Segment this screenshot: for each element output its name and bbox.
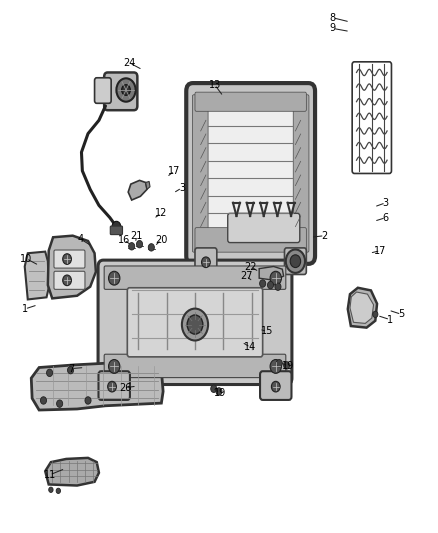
Circle shape <box>85 397 91 404</box>
FancyBboxPatch shape <box>195 92 306 111</box>
Text: 5: 5 <box>399 309 405 319</box>
Text: 27: 27 <box>240 271 252 281</box>
Circle shape <box>260 280 266 287</box>
Text: 8: 8 <box>329 13 336 23</box>
Circle shape <box>270 271 282 285</box>
Circle shape <box>117 78 136 102</box>
Circle shape <box>63 254 71 264</box>
Text: 16: 16 <box>118 235 130 245</box>
Circle shape <box>373 311 378 318</box>
Circle shape <box>284 362 290 369</box>
Circle shape <box>290 255 300 268</box>
FancyBboxPatch shape <box>98 260 292 384</box>
FancyBboxPatch shape <box>104 72 138 110</box>
Circle shape <box>109 271 120 285</box>
Text: 6: 6 <box>383 213 389 223</box>
Text: 24: 24 <box>124 58 136 68</box>
FancyBboxPatch shape <box>195 228 306 252</box>
FancyBboxPatch shape <box>127 288 263 357</box>
Text: 7: 7 <box>68 364 74 374</box>
Circle shape <box>67 367 74 374</box>
Text: 17: 17 <box>168 166 180 176</box>
Text: 1: 1 <box>387 314 393 325</box>
Text: 2: 2 <box>321 231 328 241</box>
Polygon shape <box>146 181 150 189</box>
FancyBboxPatch shape <box>104 266 286 289</box>
FancyBboxPatch shape <box>99 371 130 400</box>
FancyBboxPatch shape <box>293 95 309 252</box>
Text: 15: 15 <box>261 326 273 336</box>
Circle shape <box>40 397 46 404</box>
Circle shape <box>270 360 282 373</box>
FancyBboxPatch shape <box>228 213 300 243</box>
Text: 17: 17 <box>374 246 387 255</box>
Polygon shape <box>128 180 147 200</box>
Circle shape <box>216 387 222 395</box>
Polygon shape <box>48 236 96 298</box>
Text: 4: 4 <box>77 234 83 244</box>
FancyBboxPatch shape <box>186 83 315 264</box>
Text: 9: 9 <box>329 23 336 34</box>
Polygon shape <box>25 252 49 300</box>
Text: 26: 26 <box>119 383 131 393</box>
Circle shape <box>272 381 280 392</box>
Polygon shape <box>31 364 163 410</box>
Circle shape <box>122 85 131 95</box>
Circle shape <box>46 369 53 376</box>
Circle shape <box>109 360 120 373</box>
Circle shape <box>57 400 63 407</box>
Circle shape <box>275 283 281 290</box>
Circle shape <box>201 257 210 268</box>
Circle shape <box>112 221 121 232</box>
Polygon shape <box>350 292 374 324</box>
FancyBboxPatch shape <box>285 248 306 274</box>
Polygon shape <box>259 266 284 280</box>
Circle shape <box>276 360 283 367</box>
Circle shape <box>49 487 53 492</box>
Text: 12: 12 <box>155 208 168 219</box>
Text: 10: 10 <box>20 254 32 263</box>
Text: 21: 21 <box>131 231 143 241</box>
Circle shape <box>63 275 71 286</box>
FancyBboxPatch shape <box>54 250 85 268</box>
Text: 13: 13 <box>208 80 221 90</box>
FancyBboxPatch shape <box>195 248 217 274</box>
FancyBboxPatch shape <box>95 78 111 103</box>
Circle shape <box>268 281 274 289</box>
Circle shape <box>286 249 305 273</box>
Text: 1: 1 <box>21 304 28 314</box>
Text: 22: 22 <box>244 262 257 271</box>
Text: 14: 14 <box>244 342 257 352</box>
Text: 19: 19 <box>282 361 294 372</box>
Polygon shape <box>348 288 377 328</box>
Text: 19: 19 <box>214 388 226 398</box>
FancyBboxPatch shape <box>104 354 286 377</box>
Text: 3: 3 <box>383 198 389 208</box>
Text: 20: 20 <box>155 235 168 245</box>
FancyBboxPatch shape <box>204 109 297 230</box>
FancyBboxPatch shape <box>110 226 123 235</box>
Circle shape <box>148 244 154 251</box>
FancyBboxPatch shape <box>54 271 85 289</box>
Circle shape <box>129 243 135 250</box>
Circle shape <box>182 309 208 341</box>
Circle shape <box>137 240 143 248</box>
FancyBboxPatch shape <box>260 371 291 400</box>
Circle shape <box>108 381 117 392</box>
Circle shape <box>211 385 217 392</box>
Text: 11: 11 <box>43 470 56 480</box>
Circle shape <box>56 488 60 494</box>
Circle shape <box>187 315 203 334</box>
Polygon shape <box>45 458 99 486</box>
FancyBboxPatch shape <box>192 95 208 252</box>
Text: 3: 3 <box>179 183 185 193</box>
